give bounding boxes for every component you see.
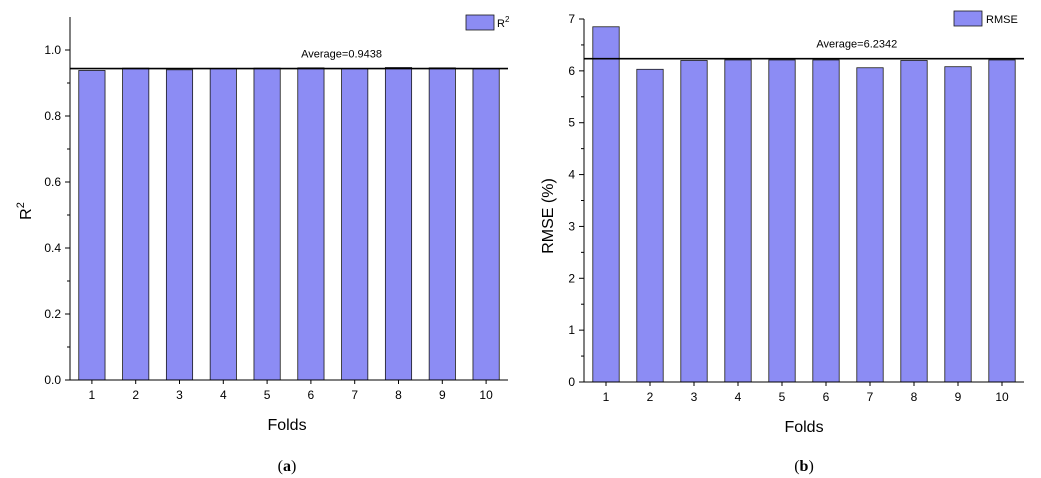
y-tick-label: 4 xyxy=(568,168,575,182)
average-label: Average=0.9438 xyxy=(301,49,382,61)
legend-label: RMSE xyxy=(986,14,1018,26)
x-tick-label: 3 xyxy=(176,388,183,402)
bar xyxy=(988,59,1016,383)
bar xyxy=(165,69,194,381)
bar xyxy=(253,67,281,381)
y-tick-label: 0.8 xyxy=(44,109,61,123)
bar xyxy=(472,68,500,381)
y-tick-label: 0.4 xyxy=(44,241,61,255)
x-tick-label: 9 xyxy=(439,388,446,402)
panel-label: (a) xyxy=(278,458,297,475)
bar-series xyxy=(592,26,1016,383)
panel-label: (b) xyxy=(794,458,814,475)
tick-labels: 1 2 3 4 5 6 7 8 9 10 0 1 2 3 4 5 6 7 xyxy=(568,12,1009,404)
bar xyxy=(900,60,928,383)
bar-series xyxy=(78,67,500,381)
x-tick-label: 10 xyxy=(479,388,493,402)
x-tick-label: 7 xyxy=(867,390,874,404)
legend-swatch xyxy=(465,14,495,31)
x-axis-label: Folds xyxy=(784,419,823,436)
y-tick-label: 1.0 xyxy=(44,43,61,57)
x-tick-label: 2 xyxy=(647,390,654,404)
axes xyxy=(65,17,508,384)
x-tick-label: 3 xyxy=(691,390,698,404)
bar xyxy=(636,68,664,383)
bar xyxy=(680,60,708,383)
x-tick-label: 5 xyxy=(264,388,271,402)
y-tick-label: 0 xyxy=(568,375,575,389)
axes xyxy=(579,18,1024,386)
legend-label: R2 xyxy=(497,15,510,30)
y-tick-label: 2 xyxy=(568,271,575,285)
y-tick-label: 1 xyxy=(568,323,575,337)
chart-panel-b: 1 2 3 4 5 6 7 8 9 10 0 1 2 3 4 5 6 7 Average=6.2342 RMSE … xyxy=(540,10,1024,475)
x-tick-label: 10 xyxy=(995,390,1009,404)
x-tick-label: 1 xyxy=(89,388,96,402)
legend: R2 xyxy=(465,14,510,31)
x-tick-label: 9 xyxy=(955,390,962,404)
x-tick-label: 4 xyxy=(735,390,742,404)
bar xyxy=(428,67,456,381)
x-tick-label: 2 xyxy=(132,388,139,402)
x-tick-label: 4 xyxy=(220,388,227,402)
y-tick-label: 6 xyxy=(568,64,575,78)
legend: RMSE xyxy=(953,10,1018,27)
x-axis-label: Folds xyxy=(267,417,306,434)
x-tick-label: 7 xyxy=(351,388,358,402)
x-tick-label: 8 xyxy=(395,388,402,402)
y-tick-label: 7 xyxy=(568,12,575,26)
y-tick-label: 0.2 xyxy=(44,307,61,321)
x-tick-label: 5 xyxy=(779,390,786,404)
bar xyxy=(856,67,884,383)
bar xyxy=(341,68,369,381)
x-tick-label: 1 xyxy=(603,390,610,404)
bar xyxy=(209,68,237,381)
bar xyxy=(812,59,840,383)
bar xyxy=(724,59,752,383)
chart-panel-a: 1 2 3 4 5 6 7 8 9 10 0.0 0.2 0.4 0.6 0.8 1.0 Average=0.… xyxy=(15,14,510,475)
bar xyxy=(122,67,150,381)
y-axis-label: RMSE (%) xyxy=(540,178,557,254)
y-tick-label: 5 xyxy=(568,116,575,130)
y-tick-label: 3 xyxy=(568,219,575,233)
bar xyxy=(78,70,106,381)
bar xyxy=(384,67,413,381)
bar xyxy=(592,26,620,383)
average-label: Average=6.2342 xyxy=(816,39,897,51)
x-tick-label: 6 xyxy=(308,388,315,402)
bar xyxy=(944,66,972,383)
x-tick-label: 6 xyxy=(823,390,830,404)
bar xyxy=(768,59,796,383)
legend-swatch xyxy=(953,10,983,27)
tick-labels: 1 2 3 4 5 6 7 8 9 10 0.0 0.2 0.4 0.6 0.8 1.0 xyxy=(44,43,493,402)
y-axis-label: R2 xyxy=(15,202,35,220)
x-tick-label: 8 xyxy=(911,390,918,404)
y-tick-label: 0.6 xyxy=(44,175,61,189)
y-tick-label: 0.0 xyxy=(44,373,61,387)
bar xyxy=(297,67,325,381)
